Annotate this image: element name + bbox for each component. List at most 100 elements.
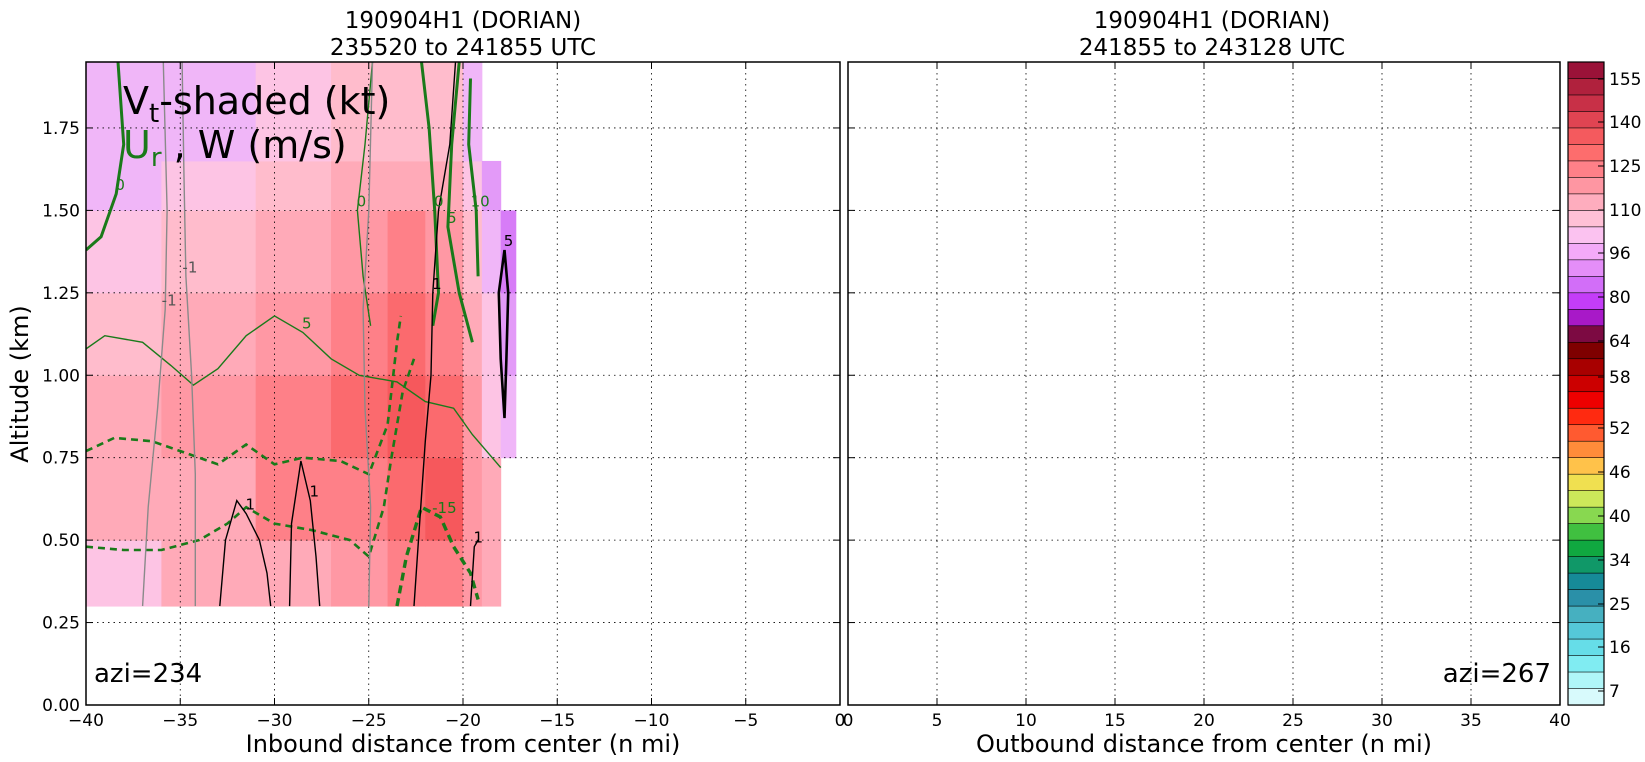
contour-label: 1 [310,483,320,501]
right-x-ticks: 0 5 10 15 20 25 30 35 40 [843,62,1571,731]
contour-label: 5 [447,209,457,227]
colorbar-segment [1567,341,1605,360]
ur-contour-line [86,315,502,469]
ur-contour-line [446,62,474,343]
right-x-axis-label: Outbound distance from center (n mi) [976,730,1432,758]
colorbar-tick-label: 110 [1609,201,1641,221]
right-title-line2: 241855 to 243128 UTC [1079,35,1345,61]
vt-shading-cell [255,292,332,376]
vt-shading-cell [86,292,162,376]
vt-shading-cell [255,375,332,459]
vt-shading-cell [331,457,389,541]
colorbar-tick-label: 96 [1609,244,1631,264]
colorbar-segment [1567,391,1605,409]
colorbar-segment [1567,292,1605,310]
colorbar-segment [1567,490,1605,508]
x-tick-label: 15 [1104,711,1126,731]
vt-shading-cell [161,160,257,211]
y-tick-label: 1.25 [42,284,80,304]
y-tick-label: 1.50 [42,201,80,221]
x-tick-label: 25 [1282,711,1304,731]
colorbar-tick-label: 7 [1609,682,1620,702]
colorbar-segment [1567,556,1605,574]
vt-shading-cell [86,160,162,211]
left-x-axis-label: Inbound distance from center (n mi) [246,730,681,758]
y-tick-label: 1.75 [42,119,80,139]
contour-label: 1 [474,529,484,547]
ur-contour-line [420,62,441,327]
right-panel: 190904H1 (DORIAN) 241855 to 243128 UTC 0… [843,8,1571,758]
colorbar-segment [1567,210,1605,228]
colorbar-segment [1567,243,1605,261]
colorbar-segment [1567,309,1605,327]
colorbar-segment [1567,160,1605,179]
vt-shading-cell [331,292,389,376]
vt-shading-cell [387,210,426,294]
x-tick-label: 30 [1371,711,1393,731]
contour-label: 10 [471,192,490,210]
colorbar-segment [1567,276,1605,294]
ur-contour-line [467,78,480,277]
colorbar-segment [1567,259,1605,277]
contour-label: 1 [432,275,442,293]
ur-contour-line [86,62,126,252]
colorbar-segment [1567,473,1605,492]
colorbar-segment [1567,572,1605,591]
legend-vt-line: Vt-shaded (kt) [123,79,390,129]
x-tick-label: −15 [539,711,575,731]
colorbar-segment [1567,407,1605,426]
y-tick-label: 0.00 [42,696,80,716]
colorbar-segment [1567,226,1605,244]
y-tick-label: 0.50 [42,531,80,551]
contour-label: 1 [245,496,255,514]
x-tick-label: 5 [932,711,943,731]
x-tick-label: 0 [835,711,846,731]
vt-shading-cell [481,457,502,541]
left-title-line1: 190904H1 (DORIAN) [345,8,582,34]
vt-shading-cell [331,540,389,607]
vt-shading-cell [331,375,389,459]
colorbar-segment [1567,605,1605,624]
legend-vt-subscript: t [149,99,159,129]
colorbar-tick-label: 155 [1609,70,1641,90]
colorbar-tick-label: 52 [1609,419,1631,439]
colorbar-segment [1567,94,1605,113]
vt-shading-cell [481,160,502,211]
vt-shading-cell [161,210,257,294]
colorbar-segment [1567,111,1605,129]
ur-contour-line [86,315,403,476]
vt-shading-cell [463,457,483,541]
contour-label: 0 [434,192,444,210]
ur-contour-line [356,62,374,326]
colorbar-segment [1567,374,1605,393]
left-title-line2: 235520 to 241855 UTC [330,35,596,61]
w-contour-line [497,249,510,419]
vt-shading-cell [463,62,483,162]
legend-ur-symbol: U [123,123,151,167]
x-tick-label: 40 [1549,711,1571,731]
vt-shading-cell [425,375,464,459]
vt-shading-cell [331,210,389,294]
vt-shading-cell [161,292,257,376]
w-contour-line [288,460,321,607]
y-tick-label: 0.75 [42,449,80,469]
w-contour-line [219,499,272,607]
colorbar-tick-label: 34 [1609,551,1631,571]
vt-shading-cell [387,457,426,541]
w-contour-line [469,539,479,607]
vt-shading-cell [255,62,332,162]
vt-shading-cell [255,160,332,211]
vt-shading [86,62,517,607]
vt-shading-cell [463,375,483,459]
right-y-ticks [848,127,1560,706]
right-title-line1: 190904H1 (DORIAN) [1094,8,1331,34]
colorbar-tick-label: 80 [1609,288,1631,308]
vt-shading-cell [255,457,332,541]
ur-contour-line [395,504,480,607]
vt-shading-cell [500,292,517,376]
right-gridlines [847,62,1561,706]
colorbar-tick-label: 25 [1609,595,1631,615]
vt-shading-cell [500,210,517,294]
